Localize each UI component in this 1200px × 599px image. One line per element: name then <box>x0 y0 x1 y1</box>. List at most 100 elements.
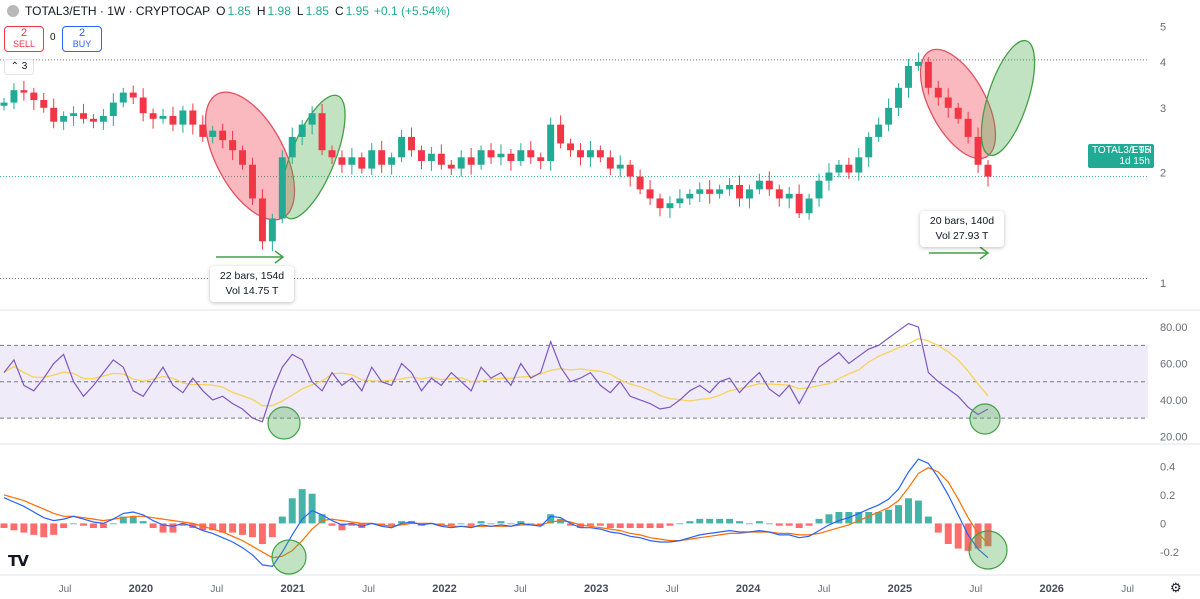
candle-body <box>895 87 903 108</box>
macd-axis-label: 0.4 <box>1160 461 1175 473</box>
gear-icon[interactable]: ⚙ <box>1170 580 1182 595</box>
buy-label: BUY <box>72 39 92 49</box>
macd-histogram-bar <box>974 523 982 549</box>
macd-histogram-bar <box>765 523 773 525</box>
candle-body <box>507 153 515 161</box>
open-value: 1.85 <box>227 4 251 18</box>
price-axis-label: 2 <box>1160 168 1166 180</box>
macd-histogram-bar <box>745 523 753 525</box>
candle-body <box>954 107 962 119</box>
measure-tooltip-1-volume: Vol 14.75 T <box>225 285 279 297</box>
macd-histogram-bar <box>298 489 306 524</box>
macd-histogram-bar <box>547 514 555 524</box>
candle-body <box>159 115 167 119</box>
macd-histogram-bar <box>487 523 495 525</box>
macd-histogram-bar <box>398 521 406 524</box>
candle-body <box>278 157 286 219</box>
candle-body <box>686 193 694 199</box>
macd-histogram-bar <box>706 518 714 524</box>
candle-body <box>417 150 425 161</box>
candle-body <box>358 157 366 169</box>
macd-circle-2021 <box>271 539 307 575</box>
measure-tooltip-2-volume: Vol 27.93 T <box>935 230 989 242</box>
macd-histogram-bar <box>258 523 266 544</box>
macd-histogram-bar <box>616 523 624 528</box>
candle-body <box>537 157 545 161</box>
time-axis-label: Jul <box>1121 584 1134 595</box>
macd-histogram-bar <box>99 523 107 528</box>
sell-button[interactable]: 2 SELL <box>4 26 44 52</box>
candle-body <box>149 113 157 119</box>
macd-histogram-bar <box>149 523 157 528</box>
macd-histogram-bar <box>457 523 465 525</box>
buy-button[interactable]: 2 BUY <box>62 26 102 52</box>
macd-histogram-bar <box>80 523 87 526</box>
rsi-oversold-circle-2021 <box>267 406 301 440</box>
candle-body <box>268 218 276 242</box>
price-axis-label: 5 <box>1160 21 1166 33</box>
candle-body <box>169 115 177 125</box>
macd-histogram-bar <box>517 521 525 524</box>
rsi-axis-label: 60.00 <box>1160 359 1188 371</box>
macd-circle-2025 <box>968 530 1008 570</box>
candle-body <box>855 157 863 173</box>
candle-body <box>437 153 445 165</box>
macd-histogram-bar <box>755 521 763 524</box>
tradingview-logo[interactable]: TV <box>8 552 29 570</box>
macd-histogram-bar <box>179 523 187 526</box>
candle-body <box>288 136 296 158</box>
candle-body <box>875 124 883 137</box>
candle-body <box>557 124 565 144</box>
buy-count: 2 <box>78 27 86 39</box>
candle-body <box>865 136 873 158</box>
candle-body <box>80 113 87 119</box>
candle-body <box>726 184 734 190</box>
candle-body <box>805 198 813 214</box>
macd-histogram-bar <box>209 523 217 531</box>
time-axis-label: 2025 <box>888 583 912 595</box>
rsi-line <box>3 322 989 423</box>
candle-body <box>696 189 704 194</box>
candle-body <box>567 143 575 151</box>
macd-histogram-bar <box>586 523 594 526</box>
indicators-collapse-button[interactable]: ⌃ 3 <box>4 59 34 75</box>
macd-axis-label: 0.2 <box>1160 490 1175 502</box>
candle-body <box>775 189 783 199</box>
macd-histogram-bar <box>885 509 893 524</box>
candle-body <box>964 118 972 137</box>
rsi-oversold-circle-2025 <box>969 403 1001 435</box>
macd-histogram-bar <box>934 523 942 533</box>
low-label: L <box>296 4 304 18</box>
price-axis-label: 1 <box>1160 278 1166 290</box>
candle-body <box>765 180 773 190</box>
macd-histogram-bar <box>944 523 952 544</box>
candle-body <box>666 203 674 209</box>
macd-axis-label: -0.2 <box>1160 547 1179 559</box>
candle-body <box>30 92 38 101</box>
candle-body <box>517 150 525 161</box>
candle-body <box>487 150 495 158</box>
macd-histogram-bar <box>109 523 117 525</box>
candle-body <box>318 113 326 151</box>
symbol-title[interactable]: TOTAL3/ETH · 1W · CRYPTOCAP <box>25 4 211 18</box>
macd-histogram-bar <box>229 523 237 533</box>
macd-line <box>3 458 989 567</box>
macd-histogram-bar <box>477 521 485 524</box>
macd-histogram-bar <box>0 523 8 528</box>
macd-histogram-bar <box>805 523 813 526</box>
candle-body <box>109 102 117 116</box>
macd-histogram-bar <box>596 523 604 526</box>
candle-body <box>974 136 982 165</box>
time-axis-label: Jul <box>362 584 375 595</box>
candle-body <box>835 164 843 173</box>
time-axis-label: Jul <box>666 584 679 595</box>
macd-histogram-bar <box>348 523 356 526</box>
macd-histogram-bar <box>835 512 843 524</box>
macd-histogram-bar <box>388 523 396 526</box>
macd-histogram-bar <box>467 523 475 526</box>
candle-body <box>239 150 247 165</box>
candle-body <box>845 164 853 173</box>
macd-histogram-bar <box>905 498 912 524</box>
candle-body <box>199 124 207 137</box>
